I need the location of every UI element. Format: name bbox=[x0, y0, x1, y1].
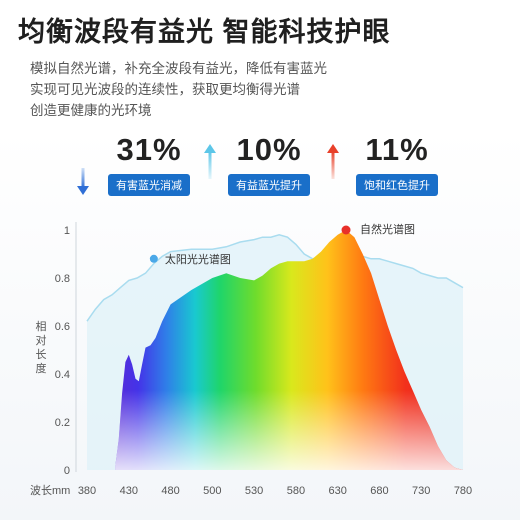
y-axis-label-char: 长 bbox=[36, 348, 47, 361]
x-tick-label: 730 bbox=[412, 485, 430, 497]
arrow-up-icon bbox=[204, 144, 216, 179]
stat-value: 10% bbox=[236, 132, 302, 167]
stat-badge: 有益蓝光提升 bbox=[228, 174, 310, 196]
stat-value: 31% bbox=[116, 132, 182, 167]
natural-marker bbox=[341, 225, 351, 235]
description-line: 创造更健康的光环境 bbox=[30, 103, 152, 118]
page-title: 均衡波段有益光 智能科技护眼 bbox=[18, 17, 391, 47]
y-axis-label-char: 对 bbox=[36, 333, 47, 347]
description-line: 实现可见光波段的连续性，获取更均衡得光谱 bbox=[30, 82, 300, 97]
stat-badge: 饱和红色提升 bbox=[356, 174, 438, 196]
arrow-down-icon bbox=[77, 168, 89, 195]
description: 模拟自然光谱，补充全波段有益光，降低有害蓝光 实现可见光波段的连续性，获取更均衡… bbox=[30, 58, 410, 121]
sunlight-line bbox=[86, 234, 464, 322]
stat-saturated-red: 11% 饱和红色提升 bbox=[356, 132, 438, 196]
x-tick-label: 500 bbox=[203, 485, 221, 497]
sunlight-marker bbox=[149, 254, 158, 263]
y-tick-label: 0.8 bbox=[55, 273, 70, 285]
stat-harmful-blue: 31% 有害蓝光消减 bbox=[108, 132, 190, 196]
y-tick-label: 0.6 bbox=[55, 321, 70, 333]
y-axis-label-char: 度 bbox=[36, 361, 47, 375]
y-tick-label: 0 bbox=[64, 465, 70, 477]
natural-legend-label: 自然光谱图 bbox=[360, 222, 415, 236]
arrow-up-icon bbox=[327, 144, 339, 179]
stat-badge: 有害蓝光消减 bbox=[108, 174, 190, 196]
y-tick-label: 0.4 bbox=[55, 369, 70, 381]
natural-spectrum-fade bbox=[115, 230, 464, 470]
y-tick-label: 1 bbox=[64, 225, 70, 237]
stat-value: 11% bbox=[365, 132, 429, 167]
sunlight-legend-label: 太阳光光谱图 bbox=[165, 252, 231, 266]
x-tick-label: 780 bbox=[454, 485, 472, 497]
stat-beneficial-blue: 10% 有益蓝光提升 bbox=[228, 132, 310, 196]
y-axis-label-char: 相 bbox=[36, 320, 47, 333]
x-tick-label: 430 bbox=[120, 485, 138, 497]
x-tick-label: 630 bbox=[328, 485, 346, 497]
x-tick-label: 530 bbox=[245, 485, 263, 497]
x-tick-label: 680 bbox=[370, 485, 388, 497]
x-tick-label: 480 bbox=[161, 485, 179, 497]
x-axis-label: 波长mm bbox=[30, 484, 70, 497]
description-line: 模拟自然光谱，补充全波段有益光，降低有害蓝光 bbox=[30, 61, 327, 76]
y-tick-label: 0.2 bbox=[55, 417, 70, 429]
x-tick-label: 580 bbox=[287, 485, 305, 497]
x-tick-label: 380 bbox=[78, 485, 96, 497]
